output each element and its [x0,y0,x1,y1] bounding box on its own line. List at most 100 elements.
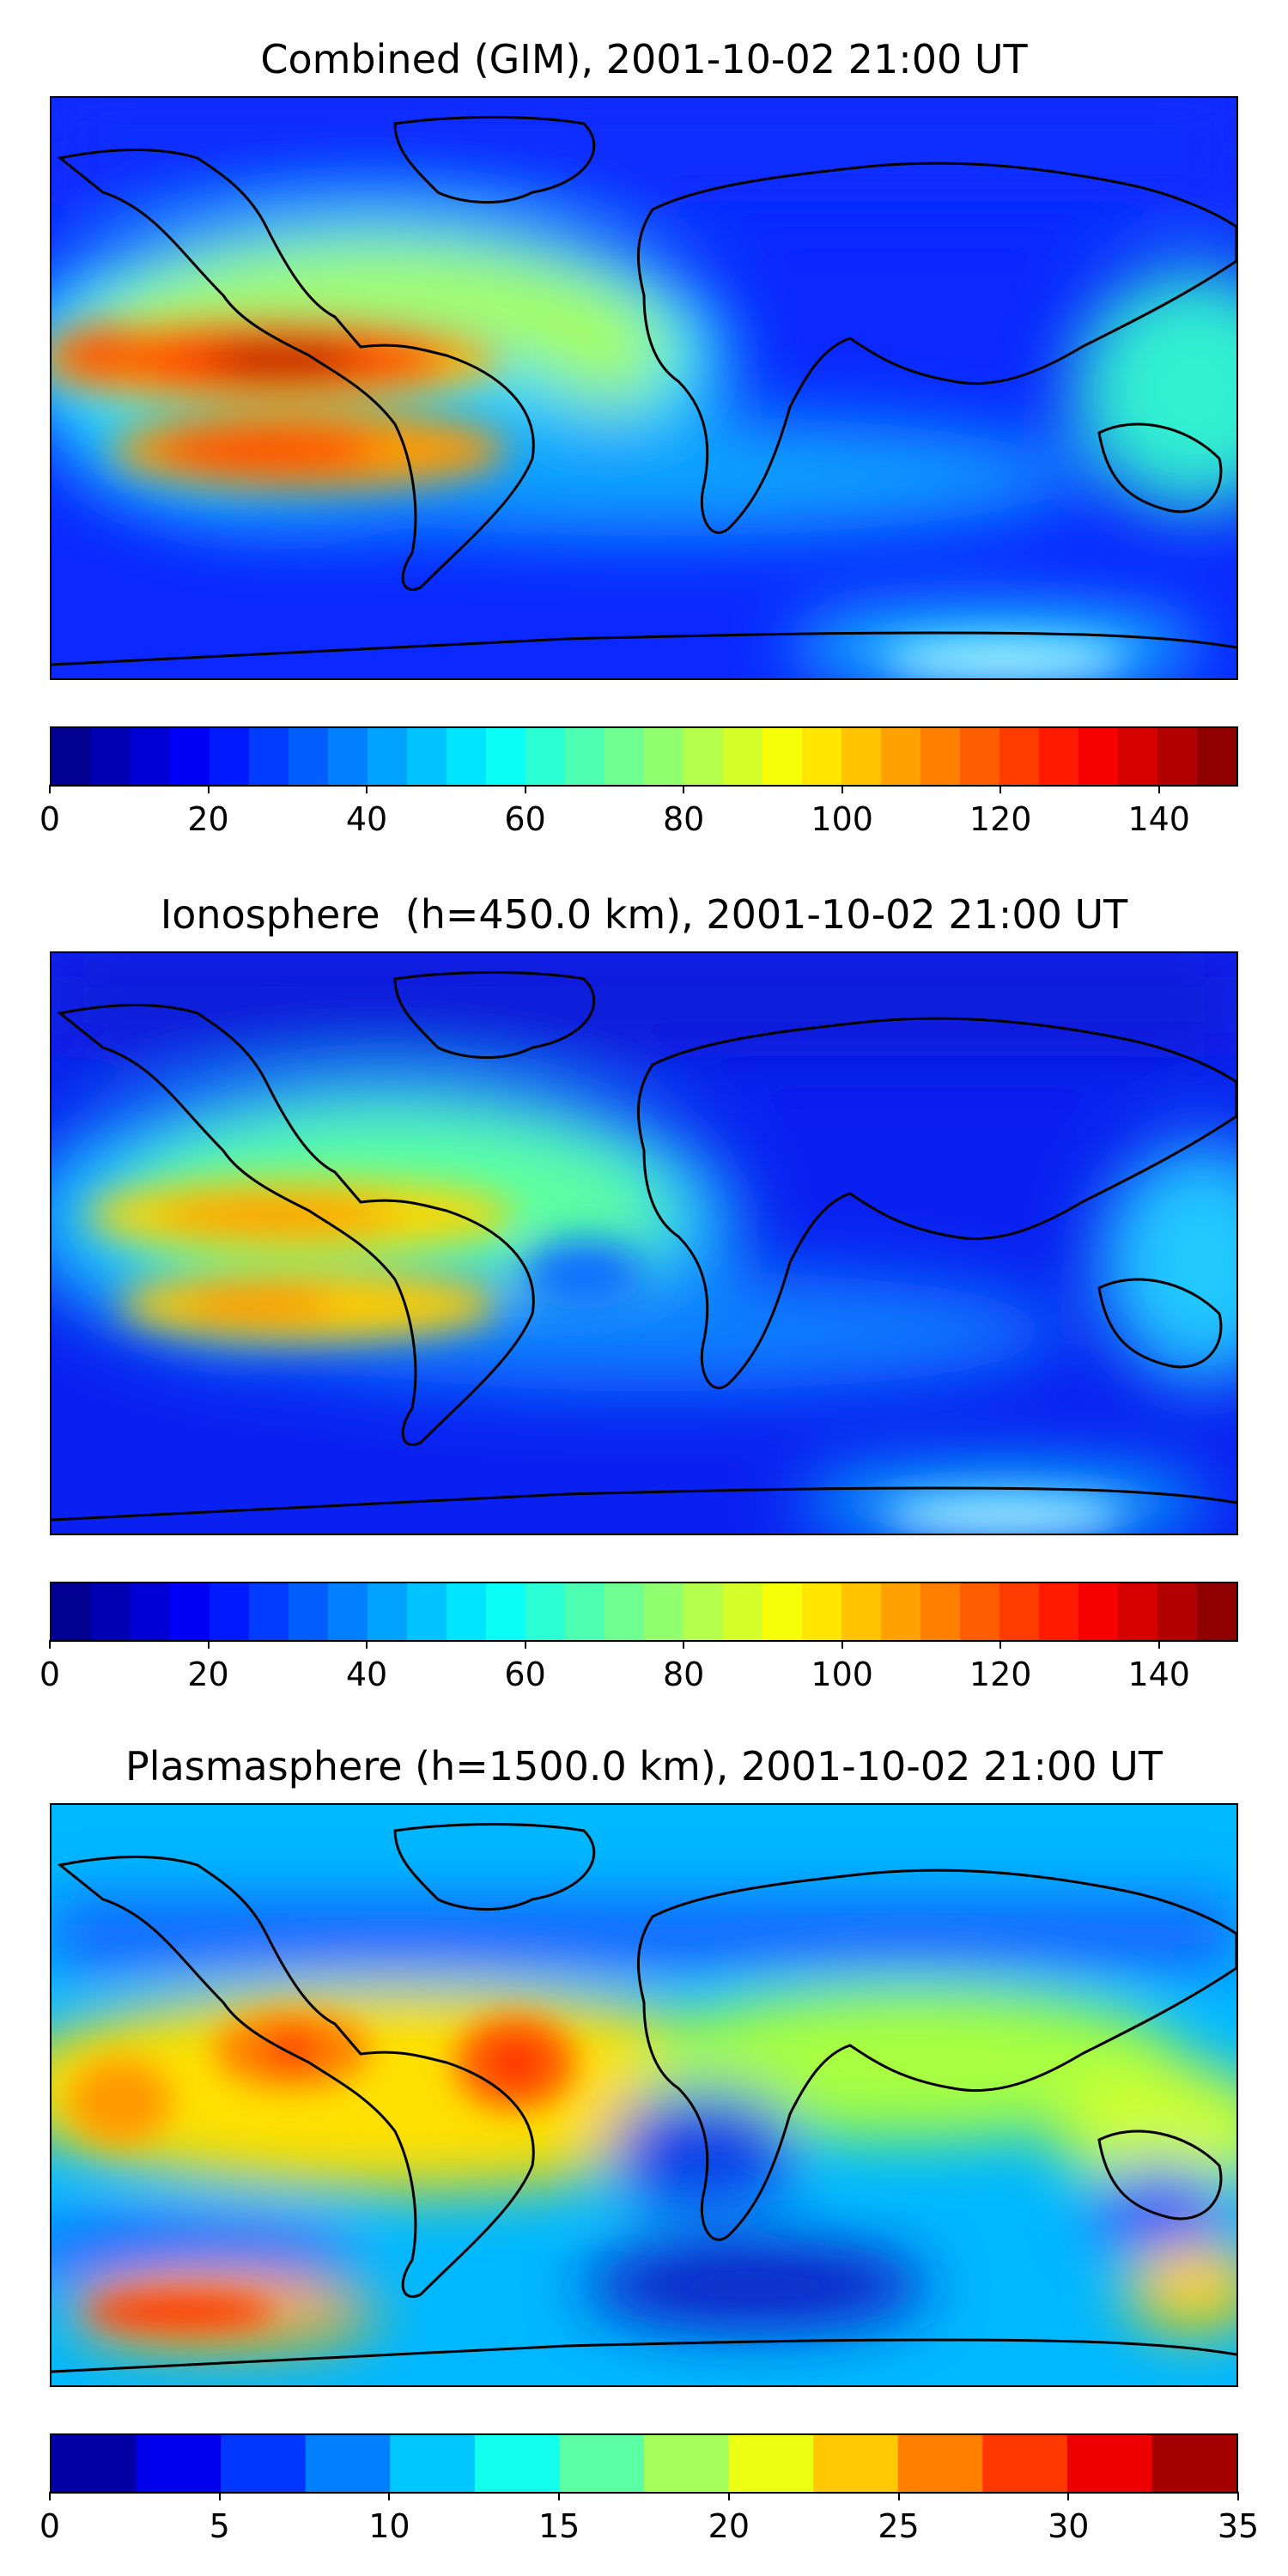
colorbar-tick-label: 140 [1127,800,1190,838]
colorbar-tick-label: 5 [209,2507,230,2545]
colorbar-level [221,2435,307,2492]
colorbar-tick [999,785,1002,793]
colorbar-tick-label: 140 [1127,1656,1190,1693]
colorbar-tick-label: 80 [662,1656,705,1693]
colorbar-level [91,728,131,785]
colorbar-level [999,728,1040,785]
colorbar-tick-label: 80 [662,800,705,838]
colorbar-level [644,2435,730,2492]
colorbar-level [802,1583,842,1640]
colorbar-level [1118,1583,1158,1640]
colorbar-level [960,728,1000,785]
colorbar-level [486,1583,526,1640]
colorbar-tick [207,785,210,793]
colorbar-level [802,728,842,785]
colorbar-tick-label: 100 [811,800,873,838]
map-svg [52,98,1236,678]
colorbar-level [920,1583,961,1640]
colorbar-svg [52,1583,1236,1640]
colorbar-tick-label: 0 [39,800,61,838]
colorbar-tick [1237,2492,1239,2500]
colorbar-level [728,2435,814,2492]
colorbar-level [920,728,961,785]
colorbar-svg [52,728,1236,785]
colorbar-plasmasphere [50,2433,1238,2494]
colorbar-level [210,1583,250,1640]
colorbar-level [170,1583,210,1640]
colorbar-tick [524,785,526,793]
colorbar-ticks: 0 20 40 60 80 100 120 140 [39,785,1238,838]
colorbar-level [881,1583,921,1640]
colorbar-level [1039,1583,1079,1640]
colorbar-level [1157,728,1198,785]
colorbar-tick-label: 25 [878,2507,920,2545]
colorbar-level [1157,1583,1198,1640]
colorbar-ionosphere [50,1582,1238,1642]
colorbar-level [249,1583,289,1640]
colorbar-tick [683,785,685,793]
coastline-outline [52,971,1236,1522]
colorbar-level [683,1583,724,1640]
colorbar-tick [841,1640,843,1649]
colorbar-level [390,2435,476,2492]
colorbar-level [723,1583,763,1640]
colorbar-tick [558,2492,561,2500]
colorbar-tick [366,1640,368,1649]
colorbar-tick [683,1640,685,1649]
colorbar-combined [50,726,1238,787]
colorbar-tick [727,2492,730,2500]
colorbar-level [407,1583,447,1640]
coastline-outline [52,1823,1236,2373]
tec-map-plasmasphere [50,1803,1238,2387]
colorbar-tick [841,785,843,793]
colorbar-tick-label: 120 [969,800,1032,838]
colorbar-tick-label: 30 [1048,2507,1090,2545]
colorbar-level [1039,728,1079,785]
colorbar-level [762,1583,803,1640]
map-svg [52,1805,1236,2385]
colorbar-level [170,728,210,785]
colorbar-level [881,728,921,785]
colorbar-level [52,2435,137,2492]
colorbar-level [52,728,92,785]
colorbar-ticks: 0 20 40 60 80 100 120 140 [39,1640,1238,1693]
colorbar-tick-label: 20 [708,2507,750,2545]
colorbar-level [447,1583,487,1640]
colorbar-level [559,2435,645,2492]
colorbar-level [1197,1583,1236,1640]
colorbar-tick-label: 100 [811,1656,873,1693]
colorbar-level [960,1583,1000,1640]
colorbar-tick-label: 20 [187,800,229,838]
colorbar-svg [52,2435,1236,2492]
colorbar-level [249,728,289,785]
colorbar-level [897,2435,983,2492]
colorbar-tick-label: 10 [368,2507,410,2545]
colorbar-tick [1157,785,1160,793]
panel-title: Combined (GIM), 2001-10-02 21:00 UT [260,36,1028,82]
colorbar-level [1151,2435,1236,2492]
colorbar-tick-label: 40 [345,800,388,838]
colorbar-level [131,728,171,785]
colorbar-level [982,2435,1068,2492]
colorbar-tick-label: 60 [504,1656,546,1693]
colorbar-level [91,1583,131,1640]
colorbar-tick [1067,2492,1070,2500]
colorbar-level [289,1583,329,1640]
colorbar-level [526,1583,566,1640]
panel-title: Plasmasphere (h=1500.0 km), 2001-10-02 2… [125,1743,1163,1789]
colorbar-level [605,728,645,785]
colorbar-level [644,1583,684,1640]
colorbar-level [474,2435,561,2492]
tec-map-ionosphere [50,951,1238,1535]
colorbar-level [565,728,605,785]
colorbar-tick [207,1640,210,1649]
colorbar-level [447,728,487,785]
colorbar-level [526,728,566,785]
colorbar-level [723,728,763,785]
colorbar-tick-label: 60 [504,800,546,838]
colorbar-level [289,728,329,785]
colorbar-tick [49,785,51,793]
colorbar-level [683,728,724,785]
colorbar-level [131,1583,171,1640]
colorbar-level [52,1583,92,1640]
